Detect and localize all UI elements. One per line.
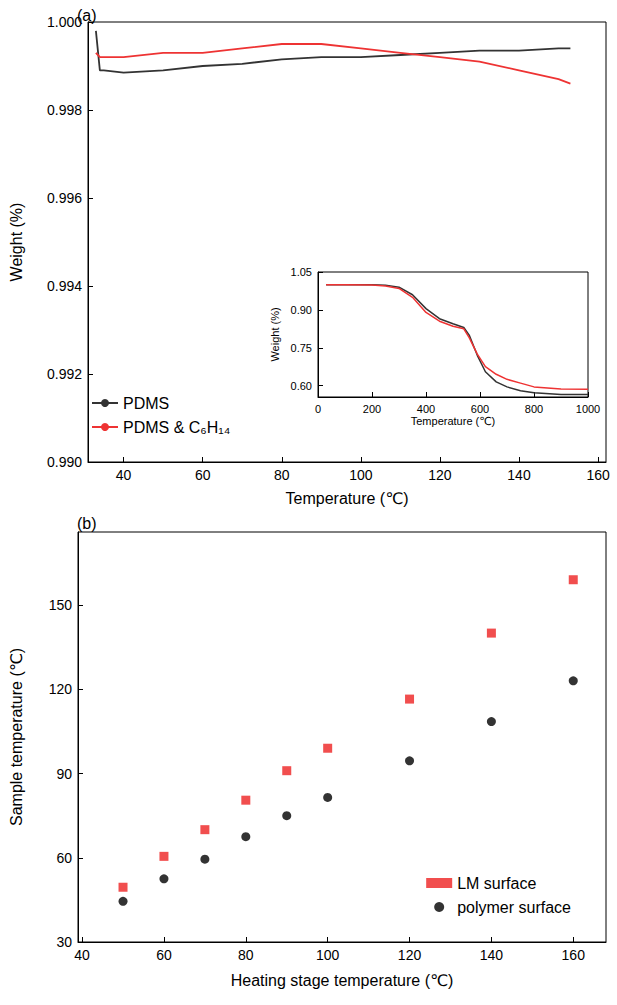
- svg-text:PDMS & C₆H₁₄: PDMS & C₆H₁₄: [123, 419, 230, 436]
- svg-text:120: 120: [428, 467, 452, 483]
- svg-text:0.998: 0.998: [47, 102, 82, 118]
- svg-text:PDMS: PDMS: [123, 395, 169, 412]
- svg-text:0.75: 0.75: [291, 342, 312, 354]
- svg-text:(b): (b): [77, 515, 97, 532]
- svg-text:800: 800: [525, 403, 543, 415]
- svg-text:0.994: 0.994: [47, 278, 82, 294]
- svg-text:Weight (%): Weight (%): [8, 203, 25, 282]
- svg-text:40: 40: [116, 467, 132, 483]
- svg-text:90: 90: [56, 766, 72, 782]
- svg-text:polymer surface: polymer surface: [457, 899, 571, 916]
- svg-text:0.992: 0.992: [47, 366, 82, 382]
- svg-text:160: 160: [586, 467, 610, 483]
- svg-text:200: 200: [363, 403, 381, 415]
- svg-text:140: 140: [480, 947, 504, 963]
- svg-text:Weight (%): Weight (%): [269, 307, 281, 361]
- svg-text:120: 120: [49, 681, 73, 697]
- svg-text:Heating stage temperature (℃): Heating stage temperature (℃): [231, 972, 454, 989]
- svg-text:80: 80: [238, 947, 254, 963]
- svg-text:1.05: 1.05: [291, 266, 312, 278]
- svg-text:60: 60: [56, 850, 72, 866]
- svg-text:400: 400: [417, 403, 435, 415]
- svg-text:0.990: 0.990: [47, 454, 82, 470]
- svg-text:0.90: 0.90: [291, 304, 312, 316]
- svg-text:Temperature (℃): Temperature (℃): [411, 415, 496, 427]
- svg-text:60: 60: [195, 467, 211, 483]
- svg-text:1.000: 1.000: [47, 14, 82, 30]
- svg-text:100: 100: [316, 947, 340, 963]
- svg-text:LM surface: LM surface: [457, 875, 536, 892]
- svg-text:(a): (a): [77, 7, 97, 24]
- svg-text:0.996: 0.996: [47, 190, 82, 206]
- svg-text:1000: 1000: [576, 403, 600, 415]
- svg-text:30: 30: [56, 934, 72, 950]
- svg-text:40: 40: [74, 947, 90, 963]
- svg-text:80: 80: [274, 467, 290, 483]
- svg-text:Temperature (℃): Temperature (℃): [286, 490, 409, 507]
- svg-text:0: 0: [315, 403, 321, 415]
- svg-text:150: 150: [49, 597, 73, 613]
- svg-text:0.60: 0.60: [291, 380, 312, 392]
- svg-text:160: 160: [562, 947, 586, 963]
- svg-text:140: 140: [507, 467, 531, 483]
- svg-text:600: 600: [471, 403, 489, 415]
- svg-text:Sample temperature (℃): Sample temperature (℃): [8, 648, 25, 826]
- svg-text:120: 120: [398, 947, 422, 963]
- svg-text:100: 100: [349, 467, 373, 483]
- svg-text:60: 60: [156, 947, 172, 963]
